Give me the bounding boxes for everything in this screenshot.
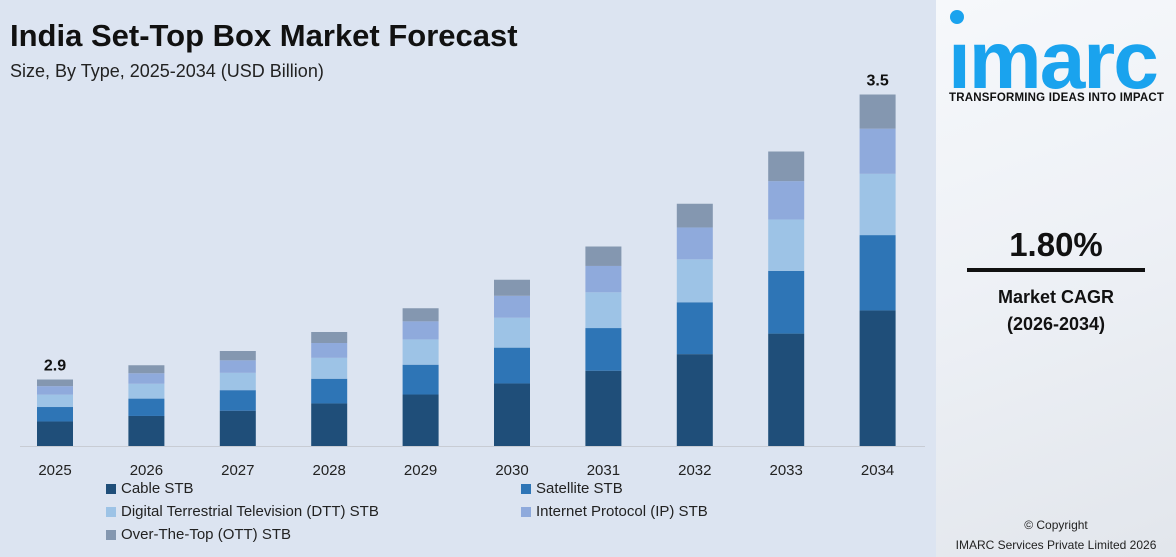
bar-segment-2034-0 (859, 310, 896, 446)
tagline: TRANSFORMING IDEAS INTO IMPACT (949, 92, 1165, 104)
legend-item: Cable STB (106, 480, 194, 497)
bar-segment-2031-3 (585, 265, 622, 293)
legend-item: Satellite STB (521, 480, 623, 497)
chart-panel: India Set-Top Box Market Forecast Size, … (10, 18, 925, 543)
legend-item: Over-The-Top (OTT) STB (106, 526, 291, 543)
bar-segment-2028-1 (311, 378, 348, 404)
cagr-period: (2026-2034) (1006, 314, 1106, 334)
bar-segment-2026-3 (128, 373, 165, 384)
x-tick-label: 2030 (495, 462, 528, 479)
bar-segment-2032-4 (676, 203, 713, 228)
bar-segment-2034-3 (859, 128, 896, 174)
bar-segment-2028-0 (311, 403, 348, 446)
bar-segment-2027-4 (219, 351, 256, 361)
brand-panel: ımarc TRANSFORMING IDEAS INTO IMPACT 1.8… (936, 0, 1176, 557)
bar-segment-2025-1 (37, 407, 73, 422)
bar-segment-2027-1 (219, 390, 256, 411)
legend-item: Digital Terrestrial Television (DTT) STB (106, 503, 379, 520)
legend-item: Internet Protocol (IP) STB (521, 503, 708, 520)
copyright-text: © Copyright (1024, 518, 1088, 532)
bar-segment-2030-2 (494, 317, 530, 348)
legend-label: Over-The-Top (OTT) STB (121, 526, 292, 543)
bar-segment-2033-0 (768, 333, 805, 446)
bar-segment-2029-4 (402, 308, 439, 322)
x-tick-label: 2029 (404, 462, 437, 479)
bar-segment-2029-3 (402, 321, 439, 340)
legend-swatch (106, 506, 116, 517)
company-name: IMARC Services Private Limited 2026 (955, 538, 1157, 552)
bar-segment-2029-2 (402, 339, 439, 365)
bar-segment-2029-1 (402, 364, 439, 395)
cagr-label-text: Market CAGR (997, 287, 1115, 307)
data-label: 3.5 (866, 73, 888, 90)
bar-segment-2026-0 (128, 415, 165, 446)
svg-text:ımarc: ımarc (948, 15, 1157, 93)
legend-swatch (106, 529, 116, 540)
cagr-value: 1.80% (1009, 226, 1103, 263)
bar-segment-2025-0 (37, 421, 73, 446)
bar-segment-2029-0 (402, 394, 439, 446)
bar-segment-2027-0 (219, 410, 256, 446)
bar-segment-2031-1 (585, 328, 622, 371)
bar-segment-2026-1 (128, 398, 165, 416)
bar-segment-2034-4 (859, 94, 896, 129)
x-tick-label: 2028 (313, 462, 346, 479)
x-tick-label: 2025 (38, 462, 71, 479)
bar-segment-2025-2 (37, 394, 73, 408)
bar-segment-2027-3 (219, 360, 256, 373)
legend-label: Cable STB (121, 480, 194, 497)
legend-swatch (106, 483, 116, 494)
x-tick-label: 2033 (770, 462, 803, 479)
bar-segment-2025-3 (37, 386, 73, 395)
copyright: © Copyright IMARC Services Private Limit… (936, 515, 1176, 555)
imarc-logo: ımarc (948, 10, 1159, 93)
stacked-bar-chart: 2025 2.9 2026 2027 2028 2029 2030 2031 2032 2033 2… (20, 73, 925, 479)
bar-segment-2028-4 (311, 332, 348, 344)
bar-segment-2026-2 (128, 383, 165, 399)
bar-segment-2032-0 (676, 354, 713, 446)
legend-swatch (521, 506, 531, 517)
bar-segment-2032-3 (676, 227, 713, 260)
bar-segment-2033-1 (768, 270, 805, 334)
divider (967, 268, 1145, 272)
bar-segment-2033-4 (768, 151, 805, 182)
chart-title: India Set-Top Box Market Forecast (10, 18, 518, 53)
x-tick-label: 2026 (130, 462, 163, 479)
bar-segment-2031-2 (585, 292, 622, 329)
bar-segment-2030-4 (494, 279, 530, 296)
bar-segment-2028-3 (311, 343, 348, 358)
x-tick-label: 2034 (861, 462, 894, 479)
legend-label: Internet Protocol (IP) STB (536, 503, 708, 520)
bar-segment-2030-3 (494, 295, 530, 318)
legend-label: Satellite STB (536, 480, 623, 497)
bar-segment-2034-1 (859, 235, 896, 311)
data-label: 2.9 (44, 358, 66, 375)
bar-segment-2031-0 (585, 370, 622, 446)
x-tick-label: 2032 (678, 462, 711, 479)
chart-subtitle: Size, By Type, 2025-2034 (USD Billion) (10, 61, 324, 81)
bar-segment-2027-2 (219, 372, 256, 391)
legend-label: Digital Terrestrial Television (DTT) STB (121, 503, 379, 520)
cagr-label: Market CAGR (2026-2034) (936, 284, 1176, 338)
bar-segment-2025-4 (37, 379, 73, 387)
bar-segment-2032-1 (676, 302, 713, 355)
bar-segment-2033-3 (768, 181, 805, 220)
bar-segment-2028-2 (311, 357, 348, 379)
x-tick-label: 2031 (587, 462, 620, 479)
bar-segment-2026-4 (128, 365, 165, 374)
bar-segment-2031-4 (585, 246, 622, 266)
bar-segment-2030-0 (494, 383, 530, 446)
bar-segment-2033-2 (768, 219, 805, 271)
bar-segment-2032-2 (676, 259, 713, 303)
legend-swatch (521, 483, 531, 494)
x-tick-label: 2027 (221, 462, 254, 479)
bar-segment-2030-1 (494, 347, 530, 384)
bar-segment-2034-2 (859, 173, 896, 236)
